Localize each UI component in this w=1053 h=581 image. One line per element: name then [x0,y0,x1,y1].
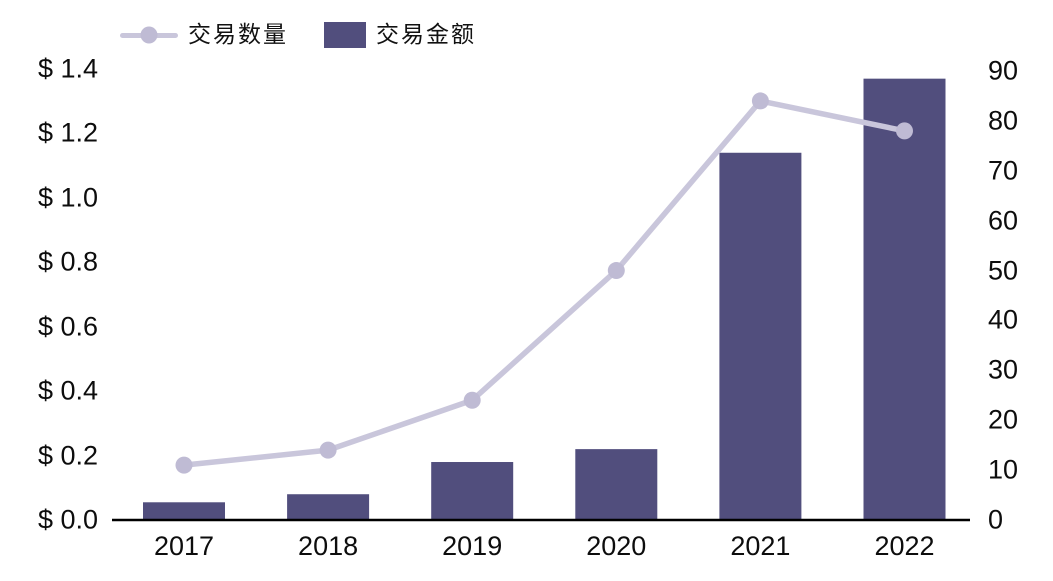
x-tick-2018: 2018 [298,531,359,561]
bar-2017[interactable] [143,502,225,520]
line-series-dot-icon [140,26,158,44]
line-point-2017[interactable] [175,456,193,474]
y-right-tick: 60 [988,205,1019,236]
x-tick-2019: 2019 [442,531,503,561]
y-right-tick: 50 [988,255,1019,286]
y-right-tick: 70 [988,155,1019,186]
line-series-marker-icon [120,26,178,44]
bar-2020[interactable] [575,449,658,520]
y-left-tick: $ 0.2 [37,440,98,471]
y-left-tick: $ 0.6 [37,311,98,342]
y-left-tick: $ 1.2 [37,117,98,148]
legend-label-transaction-amount: 交易金额 [376,21,476,48]
line-point-2020[interactable] [607,262,625,280]
line-series [181,98,908,468]
bar-2019[interactable] [431,462,514,520]
x-tick-2021: 2021 [730,531,791,561]
line-point-2021[interactable] [751,92,769,110]
x-tick-2017: 2017 [153,531,215,561]
bar-2021[interactable] [719,152,802,520]
y-right-tick: 20 [988,404,1019,435]
y-right-tick: 10 [988,454,1019,485]
legend-item-transaction-count[interactable]: 交易数量 [120,21,288,48]
y-left-tick: $ 1.0 [37,182,98,213]
bar-2018[interactable] [287,494,370,520]
y-left-tick: $ 1.4 [37,53,98,84]
line-point-2019[interactable] [463,391,481,409]
legend: 交易数量 交易金额 [120,22,476,48]
x-tick-2022: 2022 [874,531,935,561]
y-right-tick: 90 [988,55,1019,86]
x-tick-2020: 2020 [586,531,647,561]
y-right-tick: 40 [988,304,1019,335]
line-point-2018[interactable] [319,441,337,459]
y-left-tick: $ 0.8 [37,246,98,277]
y-right-tick: 80 [988,105,1019,136]
legend-item-transaction-amount[interactable]: 交易金额 [324,22,476,48]
bar-2022[interactable] [863,78,946,521]
y-left-tick: $ 0.0 [37,504,98,535]
y-right-tick: 0 [988,504,1004,535]
y-left-tick: $ 0.4 [37,375,98,406]
line-point-2022[interactable] [896,122,913,140]
legend-label-transaction-count: 交易数量 [188,21,288,48]
y-right-tick: 30 [988,354,1019,385]
bar-series-marker-icon [324,22,366,48]
